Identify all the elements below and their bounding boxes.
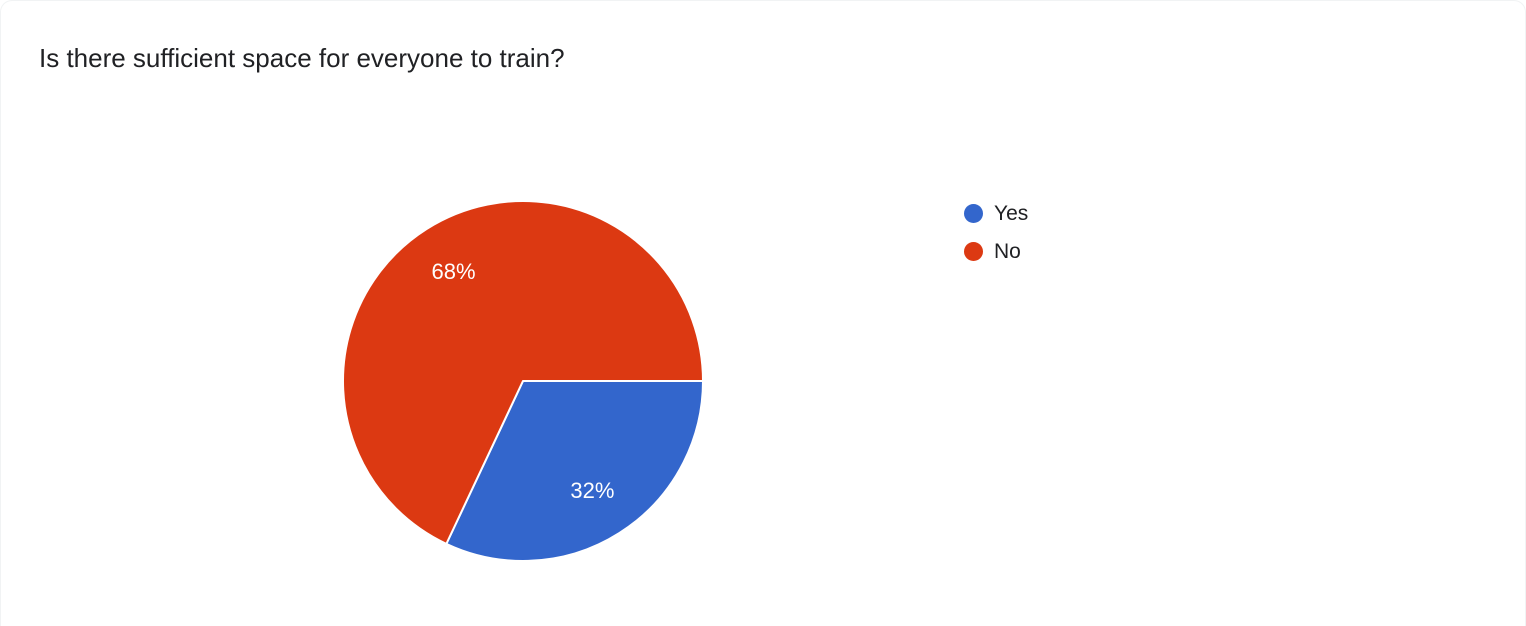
legend-label-no: No: [994, 239, 1021, 263]
pie-slice-label-no: 68%: [432, 259, 476, 284]
chart-title: Is there sufficient space for everyone t…: [39, 43, 565, 73]
pie-slice-no[interactable]: [342, 200, 704, 545]
pie-slice-label-yes: 32%: [570, 478, 614, 503]
legend-swatch-yes: [964, 204, 983, 223]
legend-swatch-no: [964, 242, 983, 261]
chart-legend: Yes No: [964, 199, 1028, 275]
pie-chart: 32% 68%: [342, 200, 704, 562]
legend-label-yes: Yes: [994, 201, 1029, 225]
pie-slice-yes[interactable]: [445, 380, 704, 562]
legend-item-no: No: [964, 237, 1028, 266]
legend-item-yes: Yes: [964, 199, 1028, 228]
